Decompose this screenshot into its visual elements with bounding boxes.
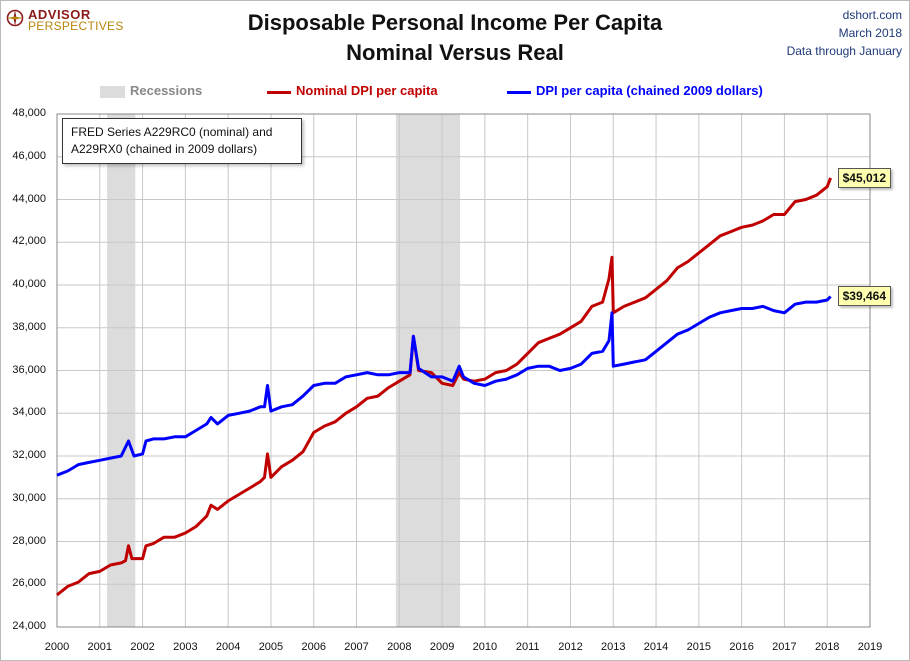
x-tick-label: 2019 [857, 641, 883, 653]
y-tick-label: 48,000 [12, 107, 46, 119]
chart-subtitle: Nominal Versus Real [346, 40, 564, 65]
y-tick-label: 26,000 [12, 577, 46, 590]
x-tick-label: 2013 [601, 641, 626, 653]
y-tick-label: 40,000 [12, 278, 46, 290]
x-tick-label: 2002 [130, 641, 155, 653]
legend-real-swatch [507, 91, 531, 94]
real-series-line [56, 295, 832, 477]
x-tick-label: 2012 [558, 641, 583, 653]
real-end-label: $39,464 [837, 286, 892, 307]
y-tick-label: 36,000 [12, 363, 46, 376]
plot-border [56, 113, 871, 628]
legend-nominal-swatch [267, 91, 291, 94]
series-note-box: FRED Series A229RC0 (nominal) and A229RX… [62, 118, 302, 164]
y-tick-label: 28,000 [12, 534, 46, 547]
y-tick-label: 44,000 [12, 192, 46, 205]
x-tick-label: 2006 [301, 641, 326, 653]
x-tick-label: 2009 [429, 641, 455, 653]
y-tick-label: 38,000 [12, 320, 46, 333]
series-note-line2: A229RX0 (chained in 2009 dollars) [71, 142, 258, 156]
y-tick-label: 46,000 [12, 149, 46, 162]
y-tick-label: 30,000 [12, 491, 46, 504]
legend-recessions-label: Recessions [130, 83, 203, 98]
source-block: dshort.com March 2018 Data through Janua… [787, 6, 902, 60]
series-note-line1: FRED Series A229RC0 (nominal) and [71, 125, 273, 139]
y-tick-label: 24,000 [12, 620, 46, 632]
x-tick-label: 2001 [87, 641, 113, 653]
x-tick-label: 2010 [472, 641, 498, 653]
x-tick-label: 2008 [387, 641, 412, 653]
legend-recession-swatch [100, 86, 125, 98]
logo-line1: ADVISOR [28, 7, 91, 22]
x-tick-label: 2014 [643, 641, 669, 653]
x-tick-label: 2015 [686, 641, 712, 653]
chart-title: Disposable Personal Income Per Capita [247, 10, 663, 35]
source-through: Data through January [786, 44, 902, 58]
y-tick-label: 42,000 [12, 235, 46, 248]
x-tick-label: 2016 [729, 641, 754, 653]
logo-line2: PERSPECTIVES [28, 19, 124, 33]
x-tick-label: 2007 [344, 641, 369, 653]
x-tick-label: 2003 [173, 641, 198, 653]
x-tick-label: 2011 [515, 641, 540, 653]
source-site: dshort.com [842, 8, 902, 22]
x-tick-label: 2017 [772, 641, 797, 653]
x-tick-label: 2005 [258, 641, 284, 653]
y-tick-label: 32,000 [12, 449, 46, 461]
y-tick-label: 34,000 [12, 406, 46, 419]
x-tick-label: 2004 [215, 641, 241, 653]
source-date: March 2018 [838, 26, 902, 40]
legend-nominal-label: Nominal DPI per capita [296, 83, 438, 98]
nominal-end-label: $45,012 [837, 167, 892, 188]
legend-real-label: DPI per capita (chained 2009 dollars) [536, 83, 763, 98]
advisor-perspectives-logo: ADVISOR PERSPECTIVES [6, 7, 136, 35]
x-tick-label: 2000 [44, 641, 70, 653]
compass-logo-icon [6, 9, 24, 27]
x-tick-label: 2018 [814, 641, 840, 653]
